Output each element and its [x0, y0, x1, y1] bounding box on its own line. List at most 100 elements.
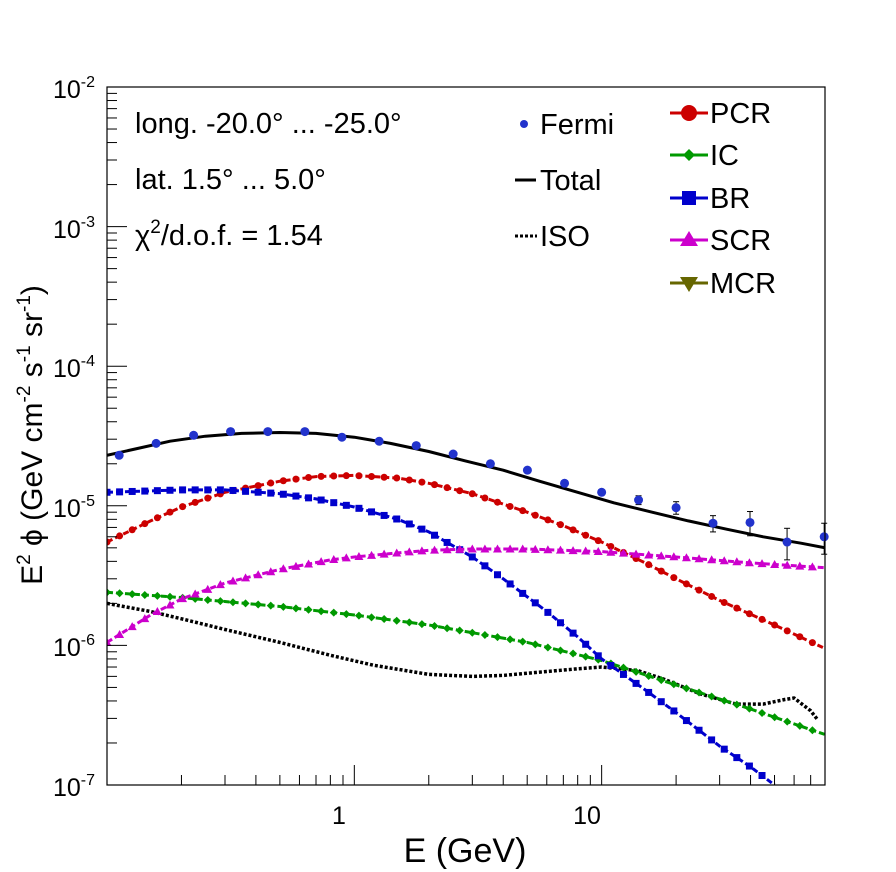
marker-pcr: [380, 473, 388, 481]
marker-br: [292, 492, 300, 500]
fermi-point: [522, 465, 532, 475]
marker-ic: [392, 616, 401, 625]
marker-ic: [279, 602, 288, 611]
marker-br: [745, 762, 753, 770]
marker-br: [481, 562, 489, 570]
marker-br: [368, 508, 376, 516]
marker-br: [153, 487, 161, 495]
series-scr: [107, 544, 825, 646]
marker-scr: [392, 548, 402, 557]
marker-br: [582, 640, 590, 648]
marker-br: [279, 490, 287, 498]
fermi-point: [560, 478, 570, 488]
marker-ic: [329, 608, 338, 617]
marker-ic: [758, 708, 767, 717]
fermi-point: [189, 430, 199, 440]
marker-pcr: [107, 538, 111, 546]
marker-ic: [707, 692, 716, 701]
marker-pcr: [607, 542, 615, 550]
marker-scr: [316, 557, 326, 566]
marker-scr: [744, 558, 754, 567]
legend-item-pcr: PCR: [670, 98, 771, 130]
marker-scr: [430, 545, 440, 554]
marker-scr: [455, 544, 465, 553]
marker-ic: [556, 646, 565, 655]
marker-pcr: [808, 639, 816, 647]
marker-scr: [480, 544, 490, 553]
marker-pcr: [279, 477, 287, 485]
marker-scr: [215, 580, 225, 589]
marker-scr: [115, 630, 125, 639]
marker-scr: [543, 545, 553, 554]
marker-scr: [379, 549, 389, 558]
marker-ic: [695, 688, 704, 697]
y-tick-label: 10-3: [53, 214, 95, 244]
marker-scr: [127, 622, 137, 631]
marker-ic: [644, 671, 653, 680]
marker-br: [355, 504, 363, 512]
marker-pcr: [468, 490, 476, 498]
fermi-point: [597, 487, 607, 497]
marker-br: [569, 629, 577, 637]
marker-ic: [317, 607, 326, 616]
fermi-point: [819, 532, 829, 542]
marker-ic: [140, 591, 149, 600]
marker-scr: [404, 547, 414, 556]
marker-scr: [581, 546, 591, 555]
marker-scr: [593, 546, 603, 555]
marker-ic: [266, 601, 275, 610]
marker-scr: [732, 557, 742, 566]
marker-ic: [506, 635, 515, 644]
marker-br: [720, 745, 728, 753]
marker-pcr: [330, 472, 338, 480]
fermi-point: [300, 427, 310, 437]
marker-ic: [682, 684, 691, 693]
marker-ic: [115, 589, 124, 598]
marker-pcr: [355, 472, 363, 480]
marker-br: [107, 488, 111, 496]
marker-pcr: [708, 592, 716, 600]
marker-ic: [783, 717, 792, 726]
marker-ic: [241, 599, 250, 608]
marker-scr: [807, 562, 817, 571]
fermi-point: [745, 517, 755, 527]
marker-ic: [380, 615, 389, 624]
marker-pcr: [166, 508, 174, 516]
marker-pcr: [191, 498, 199, 506]
legend-label-pcr: PCR: [710, 98, 771, 130]
marker-br: [342, 501, 350, 509]
marker-pcr: [179, 503, 187, 511]
y-axis-title: E2 ϕ (GeV cm-2 s-1 sr-1): [14, 285, 49, 585]
fermi-point: [374, 436, 384, 446]
legend-item-scr: SCR: [670, 225, 771, 257]
marker-ic: [569, 649, 578, 658]
marker-scr: [266, 567, 276, 576]
marker-scr: [253, 570, 263, 579]
marker-pcr: [493, 498, 501, 506]
legend-marker-scr: [680, 231, 698, 246]
series-iso: [107, 601, 820, 722]
marker-br: [431, 531, 439, 539]
marker-br: [216, 486, 224, 494]
marker-scr: [770, 559, 780, 568]
marker-br: [418, 525, 426, 533]
legend-marker-pcr: [681, 105, 697, 121]
x-axis-title: E (GeV): [404, 832, 527, 870]
fermi-point: [448, 449, 458, 459]
legend-label-ic: IC: [710, 140, 739, 172]
marker-br: [708, 736, 716, 744]
marker-scr: [618, 548, 628, 557]
marker-ic: [405, 618, 414, 627]
marker-ic: [795, 721, 804, 730]
y-tick-label: 10-2: [53, 74, 95, 104]
marker-br: [657, 698, 665, 706]
marker-pcr: [418, 478, 426, 486]
marker-br: [619, 670, 627, 678]
marker-pcr: [594, 537, 602, 545]
fermi-point: [151, 438, 161, 448]
marker-pcr: [267, 479, 275, 487]
marker-scr: [140, 614, 150, 623]
series-ic: [107, 588, 825, 736]
marker-br: [506, 580, 514, 588]
